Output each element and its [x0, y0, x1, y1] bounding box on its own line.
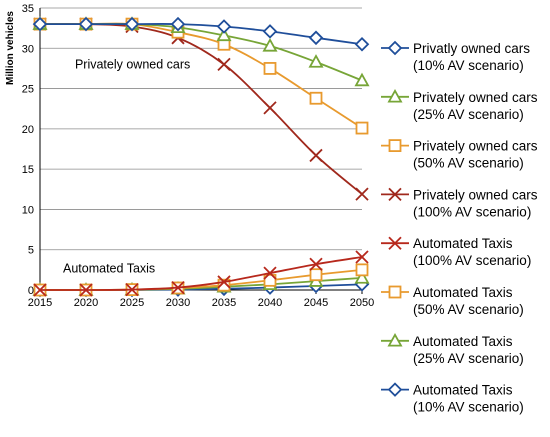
y-tick-30: 30 [22, 43, 34, 55]
legend-sublabel-2: (50% AV scenario) [413, 156, 524, 171]
y-tick-35: 35 [22, 3, 34, 15]
point-s5-2050 [355, 263, 369, 277]
series-group [32, 16, 370, 298]
x-tick-2030: 2030 [166, 297, 190, 309]
point-s3-2035 [217, 57, 231, 72]
y-tick-5: 5 [28, 245, 34, 257]
point-s0-2045 [308, 30, 324, 46]
legend-label-2: Privately owned cars [413, 139, 538, 154]
point-s0-2040 [262, 24, 278, 39]
x-tick-2020: 2020 [74, 297, 98, 309]
point-s4-2015 [33, 283, 47, 297]
y-tick-25: 25 [22, 84, 34, 96]
annotations: Privately owned cars Automated Taxis [63, 57, 190, 275]
point-s1-2035 [216, 27, 232, 42]
legend-sublabel-5: (50% AV scenario) [413, 302, 524, 317]
legend-item-6: Automated Taxis (25% AV scenario) [381, 332, 524, 366]
legend-label-4: Automated Taxis [413, 236, 513, 251]
legend-marker-7 [387, 382, 403, 397]
point-s1-2050 [354, 72, 370, 87]
point-s3-2040 [263, 101, 277, 115]
legend-sublabel-1: (25% AV scenario) [413, 107, 524, 122]
legend-marker-2 [388, 139, 402, 153]
legend-marker-3 [388, 187, 402, 202]
legend-item-3: Privately owned cars (100% AV scenario) [381, 187, 538, 219]
x-tick-labels: 2015 2020 2025 2030 2035 2040 2045 2050 [28, 290, 374, 309]
legend-sublabel-7: (10% AV scenario) [413, 400, 524, 415]
legend-item-7: Automated Taxis (10% AV scenario) [381, 382, 524, 415]
point-s4-2025 [125, 282, 139, 297]
point-s6-2050 [354, 270, 370, 284]
point-s0-2050 [354, 36, 370, 52]
y-axis-label: Million vehicles [5, 11, 16, 85]
legend-sublabel-0: (10% AV scenario) [413, 58, 524, 73]
x-tick-2040: 2040 [258, 297, 282, 309]
point-s5-2035 [217, 278, 231, 292]
legend-label-1: Privately owned cars [413, 90, 538, 105]
point-s0-2025 [124, 16, 140, 32]
legend-marker-6 [387, 332, 403, 347]
x-tick-2050: 2050 [350, 297, 374, 309]
point-s5-2045 [309, 268, 323, 282]
x-tick-2015: 2015 [28, 297, 52, 309]
point-s3-2050 [355, 187, 369, 201]
point-s4-2040 [263, 266, 277, 280]
legend-item-0: Privatly owned cars (10% AV scenario) [381, 40, 530, 73]
x-tick-2045: 2045 [304, 297, 328, 309]
series-line-1 [40, 22, 363, 82]
x-tick-2025: 2025 [120, 297, 144, 309]
legend: Privatly owned cars(10% AV scenario)Priv… [381, 40, 538, 415]
legend-marker-5 [388, 285, 402, 299]
point-s2-2040 [263, 62, 277, 75]
point-s5-2040 [263, 273, 277, 287]
annotation-0: Privately owned cars [75, 57, 190, 71]
point-s4-2050 [355, 250, 369, 264]
series-line-4 [39, 256, 363, 291]
legend-marker-4 [388, 236, 402, 250]
legend-sublabel-3: (100% AV scenario) [413, 204, 531, 219]
y-tick-0: 0 [28, 285, 34, 297]
legend-sublabel-6: (25% AV scenario) [413, 351, 524, 366]
series-4 [33, 250, 369, 297]
legend-marker-1 [387, 88, 403, 103]
legend-sublabel-4: (100% AV scenario) [413, 253, 531, 268]
point-s4-2020 [79, 283, 93, 297]
y-tick-20: 20 [22, 124, 34, 136]
y-tick-15: 15 [22, 164, 34, 176]
y-tick-labels: 0 5 10 15 20 25 30 35 [22, 3, 34, 297]
legend-label-7: Automated Taxis [413, 383, 513, 398]
point-s1-2045 [308, 54, 324, 68]
legend-item-5: Automated Taxis (50% AV scenario) [381, 285, 524, 317]
annotation-1: Automated Taxis [63, 261, 155, 275]
x-tick-2035: 2035 [212, 297, 236, 309]
point-s1-2040 [262, 38, 278, 52]
y-tick-10: 10 [22, 204, 34, 216]
series-line-3 [39, 23, 363, 195]
point-s0-2020 [78, 16, 94, 32]
point-s4-2045 [309, 257, 323, 271]
point-s3-2045 [309, 148, 323, 163]
point-s4-2035 [217, 275, 231, 289]
series-3 [33, 17, 369, 201]
legend-item-2: Privately owned cars (50% AV scenario) [381, 139, 538, 171]
series-0 [32, 16, 370, 52]
legend-item-1: Privately owned cars (25% AV scenario) [381, 88, 538, 122]
point-s0-2035 [216, 19, 232, 34]
legend-label-0: Privatly owned cars [413, 41, 530, 56]
gridlines [40, 7, 362, 291]
point-s2-2050 [355, 121, 369, 135]
legend-label-6: Automated Taxis [413, 334, 513, 349]
legend-item-4: Automated Taxis (100% AV scenario) [381, 236, 531, 268]
point-s0-2015 [32, 16, 48, 32]
point-s2-2045 [309, 91, 323, 105]
point-s4-2030 [171, 280, 185, 295]
axes [39, 8, 362, 291]
legend-label-5: Automated Taxis [413, 285, 513, 300]
point-s0-2030 [170, 16, 186, 32]
legend-marker-0 [387, 40, 403, 56]
legend-label-3: Privately owned cars [413, 187, 538, 202]
